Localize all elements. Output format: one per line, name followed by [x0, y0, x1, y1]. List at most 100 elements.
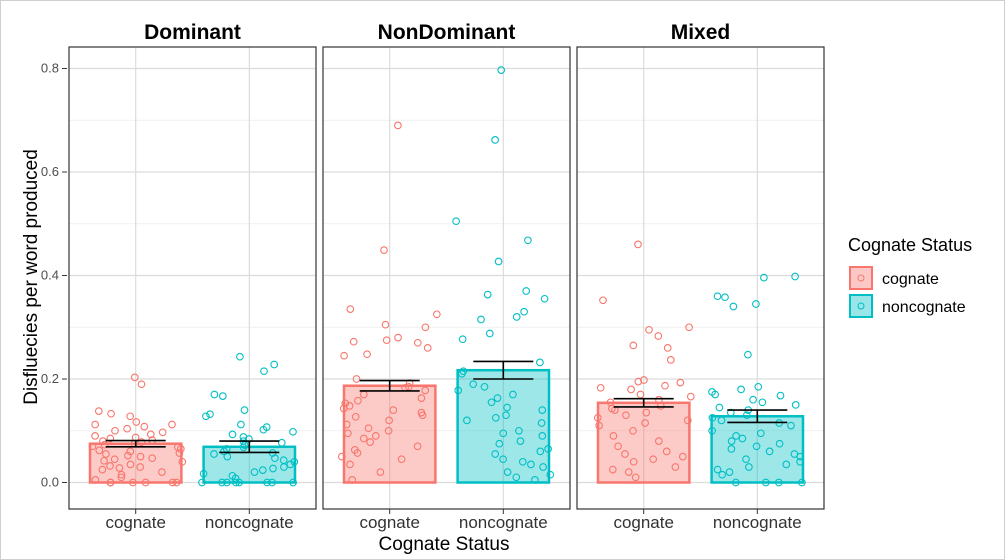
data-point	[421, 323, 430, 332]
data-point	[206, 410, 214, 419]
data-point	[146, 430, 155, 439]
data-point	[738, 434, 747, 443]
data-point	[634, 240, 642, 249]
data-point	[725, 468, 734, 476]
data-point	[539, 463, 547, 471]
data-point	[382, 336, 391, 345]
bar-cognate	[596, 401, 691, 484]
data-point	[270, 360, 279, 369]
data-point	[503, 468, 512, 476]
points-cognate	[337, 121, 441, 484]
bar-cognate	[88, 442, 183, 484]
data-point	[289, 478, 297, 487]
data-point	[536, 447, 545, 456]
data-point	[614, 442, 622, 451]
data-point	[178, 457, 187, 466]
data-point	[715, 403, 724, 412]
panel-background	[69, 47, 316, 509]
legend-background	[837, 223, 1003, 327]
data-point	[381, 320, 390, 329]
data-point	[106, 478, 115, 487]
data-point	[136, 463, 145, 471]
data-point	[631, 473, 640, 482]
data-point	[175, 449, 184, 457]
data-point	[737, 385, 745, 394]
data-point	[776, 391, 785, 400]
data-point	[91, 476, 100, 484]
data-point	[742, 411, 751, 420]
facet-strip-label: Dominant	[144, 21, 241, 44]
data-point	[760, 273, 768, 282]
data-point	[423, 344, 432, 352]
data-point	[713, 465, 722, 474]
data-point	[354, 396, 362, 405]
data-point	[349, 337, 358, 346]
data-point	[503, 403, 511, 412]
data-point	[497, 66, 506, 74]
data-point	[107, 409, 115, 418]
data-point	[228, 430, 237, 439]
error-bar-noncognate	[219, 440, 280, 454]
x-axis-label: Cognate Status	[379, 534, 510, 555]
data-point	[236, 352, 244, 361]
data-point	[394, 333, 402, 342]
data-point	[110, 455, 119, 464]
data-point	[100, 456, 108, 465]
data-point	[172, 478, 181, 487]
data-point	[148, 454, 157, 463]
data-point	[223, 452, 232, 461]
legend-title: Cognate Status	[848, 235, 972, 255]
data-point	[337, 452, 346, 461]
data-point	[351, 412, 360, 421]
data-point	[95, 446, 104, 455]
data-point	[126, 447, 135, 456]
data-point	[352, 375, 361, 383]
points-noncognate	[708, 272, 806, 487]
data-point	[458, 335, 467, 344]
data-point	[749, 395, 757, 404]
data-point	[289, 427, 297, 436]
data-point	[130, 373, 139, 382]
data-point	[346, 460, 354, 469]
data-point	[522, 287, 531, 295]
data-point	[115, 464, 124, 472]
y-tick-label-0: 0.0	[41, 475, 59, 490]
data-point	[671, 463, 680, 471]
data-point	[491, 413, 500, 422]
data-point	[394, 121, 402, 130]
data-point	[536, 358, 544, 367]
data-point	[271, 454, 279, 463]
data-point	[223, 478, 231, 487]
data-point	[791, 401, 800, 409]
data-point	[342, 420, 351, 429]
data-point	[136, 452, 145, 461]
legend-key-noncognate	[849, 294, 873, 318]
data-point	[346, 305, 355, 313]
y-axis-ticks: 0.0 0.2 0.4 0.6 0.8	[41, 61, 67, 490]
x-tick-label-noncognate: noncognate	[459, 513, 548, 532]
x-tick-label-noncognate: noncognate	[205, 513, 294, 532]
data-point	[339, 404, 348, 413]
data-point	[129, 478, 137, 487]
data-point	[117, 470, 126, 479]
data-point	[268, 478, 276, 487]
data-point	[537, 419, 546, 427]
points-noncognate	[452, 66, 555, 484]
points-cognate	[88, 373, 187, 487]
data-point	[397, 455, 406, 464]
data-point	[666, 356, 675, 364]
data-point	[137, 380, 146, 389]
panel-border	[576, 46, 825, 510]
data-point	[124, 451, 132, 460]
data-point	[418, 411, 427, 420]
data-point	[286, 460, 295, 469]
data-point	[218, 392, 227, 400]
data-point	[168, 420, 176, 429]
data-point	[277, 438, 286, 447]
data-point	[88, 442, 97, 451]
x-tick-label-cognate: cognate	[105, 513, 166, 532]
data-point	[593, 413, 602, 422]
data-point	[239, 443, 248, 452]
data-point	[729, 302, 738, 311]
legend-key-noncognate-point	[857, 302, 865, 310]
